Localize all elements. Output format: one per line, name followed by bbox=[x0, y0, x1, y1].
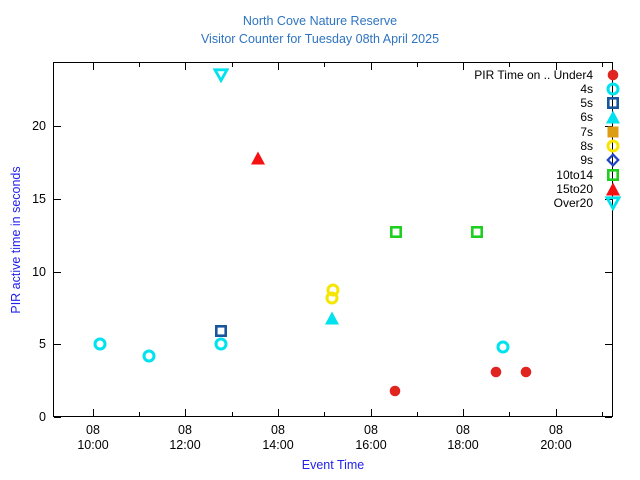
data-point-4s bbox=[213, 336, 229, 352]
data-point-10to14 bbox=[388, 224, 404, 240]
x-minor-tick bbox=[509, 412, 510, 416]
x-major-tick-mirror bbox=[463, 63, 464, 70]
chart-subtitle: Visitor Counter for Tuesday 08th April 2… bbox=[200, 32, 440, 46]
y-major-tick bbox=[54, 199, 61, 200]
x-tick-label: 08 10:00 bbox=[77, 423, 109, 452]
data-point-pir-time-on-under4 bbox=[488, 364, 504, 380]
x-minor-tick-mirror bbox=[509, 63, 510, 67]
legend-row-6s: 6s bbox=[580, 110, 621, 125]
y-major-tick bbox=[54, 272, 61, 273]
x-major-tick-mirror bbox=[371, 63, 372, 70]
x-minor-tick bbox=[232, 412, 233, 416]
data-point-5s bbox=[213, 323, 229, 339]
circle-filled-legend-icon bbox=[605, 67, 621, 83]
x-tick-label: 08 16:00 bbox=[355, 423, 387, 452]
data-point-4s bbox=[495, 339, 511, 355]
x-minor-tick bbox=[602, 412, 603, 416]
legend-label: PIR Time on .. Under4 bbox=[474, 67, 593, 82]
triangle-up-filled-legend-icon bbox=[605, 109, 621, 125]
y-tick-label: 20 bbox=[32, 119, 46, 133]
x-major-tick bbox=[556, 409, 557, 416]
x-major-tick bbox=[278, 409, 279, 416]
x-axis-label: Event Time bbox=[301, 458, 365, 472]
x-major-tick-mirror bbox=[278, 63, 279, 70]
chart-title: North Cove Nature Reserve bbox=[242, 14, 398, 28]
circle-open-legend-icon bbox=[605, 138, 621, 154]
triangle-down-open-legend-icon bbox=[604, 195, 622, 212]
data-point-8s bbox=[325, 282, 341, 298]
y-major-tick-mirror bbox=[605, 417, 612, 418]
data-point-4s bbox=[92, 336, 108, 352]
data-point-pir-time-on-under4 bbox=[518, 364, 534, 380]
legend-row-5s: 5s bbox=[580, 96, 621, 111]
legend-label: 7s bbox=[580, 124, 593, 139]
y-major-tick-mirror bbox=[605, 344, 612, 345]
x-major-tick-mirror bbox=[93, 63, 94, 70]
legend-row-15to20: 15to20 bbox=[556, 181, 621, 196]
legend-label: 4s bbox=[580, 81, 593, 96]
x-tick-label: 08 14:00 bbox=[262, 423, 294, 452]
triangle-up-filled-legend-icon bbox=[605, 181, 621, 197]
diamond-open-legend-icon bbox=[605, 152, 621, 168]
x-major-tick bbox=[463, 409, 464, 416]
legend-row-7s: 7s bbox=[580, 124, 621, 139]
x-minor-tick bbox=[324, 412, 325, 416]
legend-label: 10to14 bbox=[556, 167, 593, 182]
plot-area bbox=[53, 62, 613, 417]
data-point-8s bbox=[324, 290, 340, 306]
x-major-tick-mirror bbox=[556, 63, 557, 70]
y-major-tick bbox=[54, 417, 61, 418]
y-axis-label: PIR active time in seconds bbox=[9, 166, 23, 314]
y-tick-label: 10 bbox=[32, 265, 46, 279]
x-minor-tick-mirror bbox=[232, 63, 233, 67]
x-major-tick bbox=[185, 409, 186, 416]
x-minor-tick bbox=[139, 412, 140, 416]
legend-row-10to14: 10to14 bbox=[556, 167, 621, 182]
y-tick-label: 15 bbox=[32, 192, 46, 206]
data-point-10to14 bbox=[469, 224, 485, 240]
data-point-over20 bbox=[212, 67, 230, 84]
x-minor-tick-mirror bbox=[417, 63, 418, 67]
x-minor-tick bbox=[417, 412, 418, 416]
legend-row-8s: 8s bbox=[580, 139, 621, 154]
x-minor-tick-mirror bbox=[602, 63, 603, 67]
x-minor-tick-mirror bbox=[139, 63, 140, 67]
legend-label: 9s bbox=[580, 153, 593, 168]
data-point-6s bbox=[324, 310, 340, 326]
data-point-15to20 bbox=[250, 150, 266, 166]
y-tick-label: 5 bbox=[39, 337, 46, 351]
y-major-tick bbox=[54, 126, 61, 127]
legend-row-over20: Over20 bbox=[553, 195, 622, 212]
x-minor-tick-mirror bbox=[324, 63, 325, 67]
square-open-legend-icon bbox=[605, 95, 621, 111]
x-tick-label: 08 20:00 bbox=[540, 423, 572, 452]
data-point-pir-time-on-under4 bbox=[387, 383, 403, 399]
legend-label: 8s bbox=[580, 139, 593, 153]
circle-open-legend-icon bbox=[605, 81, 621, 97]
x-major-tick-mirror bbox=[185, 63, 186, 70]
x-major-tick bbox=[93, 409, 94, 416]
x-tick-label: 08 18:00 bbox=[447, 423, 479, 452]
square-open-legend-icon bbox=[605, 167, 621, 183]
data-point-4s bbox=[141, 348, 157, 364]
legend-label: 5s bbox=[580, 96, 593, 111]
square-filled-legend-icon bbox=[605, 124, 621, 140]
legend-label: 6s bbox=[580, 110, 593, 125]
y-tick-label: 0 bbox=[39, 410, 46, 424]
legend-label: Over20 bbox=[553, 196, 593, 211]
legend-row-4s: 4s bbox=[580, 81, 621, 96]
x-major-tick bbox=[371, 409, 372, 416]
legend-row-9s: 9s bbox=[580, 153, 621, 168]
y-major-tick-mirror bbox=[605, 272, 612, 273]
x-tick-label: 08 12:00 bbox=[169, 423, 201, 452]
legend-label: 15to20 bbox=[556, 181, 593, 196]
y-major-tick bbox=[54, 344, 61, 345]
legend-row-pir-time-on-under4: PIR Time on .. Under4 bbox=[474, 67, 621, 82]
chart-title-block: North Cove Nature Reserve Visitor Counte… bbox=[0, 12, 640, 48]
